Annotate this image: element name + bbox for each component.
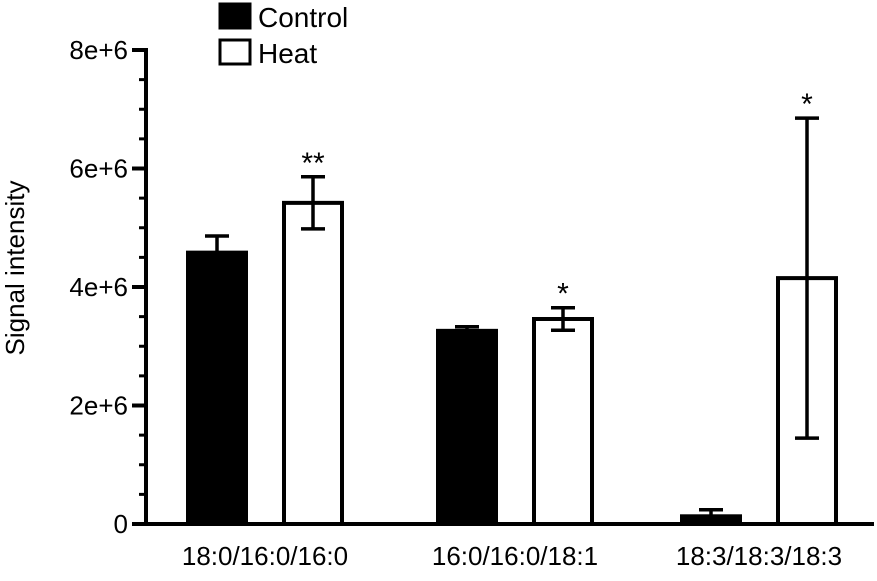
significance-marker: **	[301, 147, 325, 180]
legend-label-heat: Heat	[258, 38, 317, 69]
bar-control	[436, 328, 498, 526]
legend-swatch-control	[218, 2, 252, 30]
y-tick-label: 4e+6	[69, 272, 128, 302]
bar-heat	[282, 200, 344, 527]
bars: ****	[186, 88, 838, 527]
y-axis-label: Signal intensity	[0, 181, 30, 356]
error-bar	[301, 175, 325, 231]
significance-marker: *	[557, 278, 569, 311]
x-tick-label: 16:0/16:0/18:1	[432, 541, 598, 571]
error-bar	[699, 508, 723, 517]
legend-swatch-heat	[218, 38, 252, 66]
error-bar	[455, 324, 479, 331]
y-tick-label: 2e+6	[69, 391, 128, 421]
x-tick-label: 18:0/16:0/16:0	[182, 541, 348, 571]
error-bar	[795, 116, 819, 440]
bar-heat	[532, 316, 594, 526]
significance-marker: *	[801, 88, 813, 121]
error-bar	[551, 305, 575, 333]
bar-control	[186, 250, 248, 526]
y-tick-label: 0	[114, 509, 128, 539]
x-axis: 18:0/16:0/16:0 16:0/16:0/18:1 18:3/18:3/18…	[144, 522, 874, 571]
legend: Control Heat	[218, 2, 348, 69]
error-bar	[205, 234, 229, 253]
y-tick-label: 6e+6	[69, 154, 128, 184]
x-tick-label: 18:3/18:3/18:3	[676, 541, 842, 571]
y-axis: 0 2e+6 4e+6 6e+6 8e+6	[69, 35, 148, 539]
y-tick-label: 8e+6	[69, 35, 128, 65]
legend-label-control: Control	[258, 2, 348, 33]
